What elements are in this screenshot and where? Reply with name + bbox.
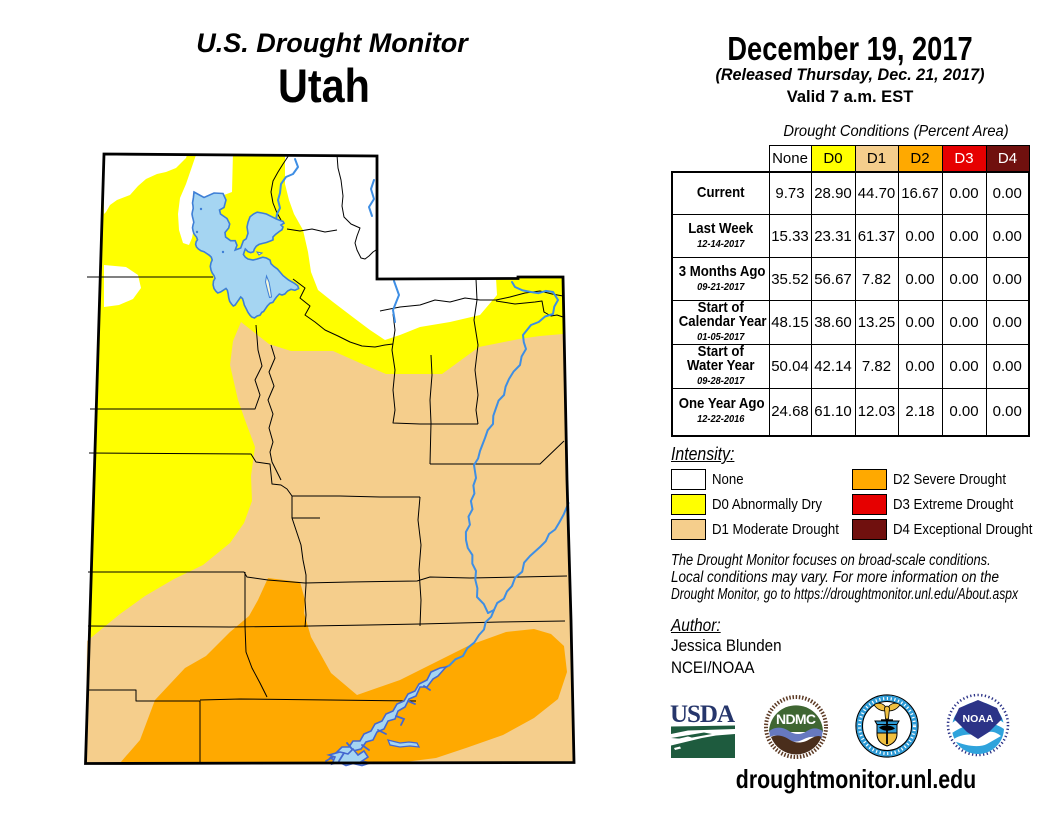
svg-text:NDMC: NDMC [776,711,816,727]
svg-text:NOAA: NOAA [963,713,994,725]
svg-text:USDA: USDA [670,701,735,728]
